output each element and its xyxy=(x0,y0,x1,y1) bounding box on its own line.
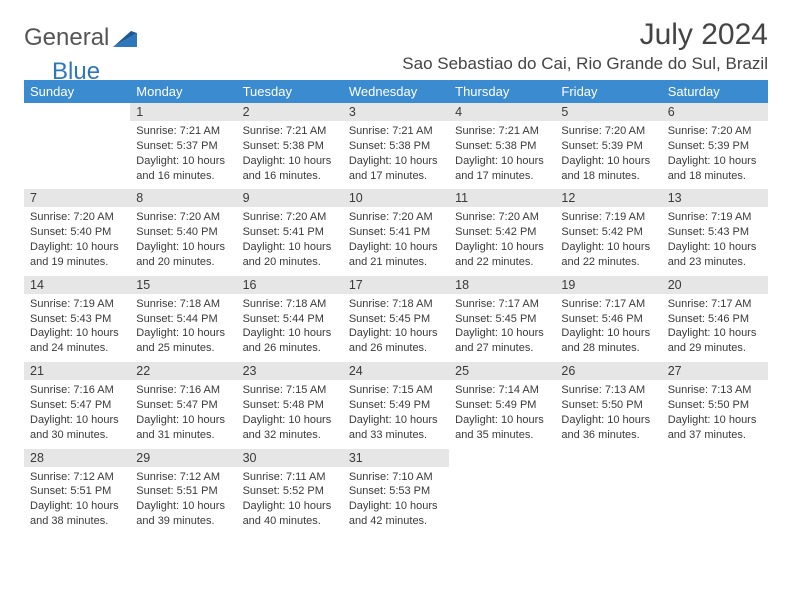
day-number-cell: 25 xyxy=(449,362,555,380)
day-number-cell: 28 xyxy=(24,449,130,467)
day-body-cell: Sunrise: 7:20 AMSunset: 5:40 PMDaylight:… xyxy=(24,207,130,275)
day-of-week-header: Tuesday xyxy=(237,80,343,103)
day-number-cell: 26 xyxy=(555,362,661,380)
day-body-cell: Sunrise: 7:13 AMSunset: 5:50 PMDaylight:… xyxy=(662,380,768,448)
day-body-cell: Sunrise: 7:14 AMSunset: 5:49 PMDaylight:… xyxy=(449,380,555,448)
day-number-cell: 30 xyxy=(237,449,343,467)
day-number-cell: 24 xyxy=(343,362,449,380)
day-number-cell: 29 xyxy=(130,449,236,467)
day-number-cell: 23 xyxy=(237,362,343,380)
day-number-cell: 16 xyxy=(237,276,343,294)
day-body-row: Sunrise: 7:21 AMSunset: 5:37 PMDaylight:… xyxy=(24,121,768,189)
day-body-cell: Sunrise: 7:10 AMSunset: 5:53 PMDaylight:… xyxy=(343,467,449,535)
day-body-row: Sunrise: 7:12 AMSunset: 5:51 PMDaylight:… xyxy=(24,467,768,535)
day-number-cell: 8 xyxy=(130,189,236,207)
day-number-cell: 13 xyxy=(662,189,768,207)
day-body-cell: Sunrise: 7:17 AMSunset: 5:46 PMDaylight:… xyxy=(662,294,768,362)
day-number-cell: 4 xyxy=(449,103,555,121)
day-body-cell: Sunrise: 7:17 AMSunset: 5:46 PMDaylight:… xyxy=(555,294,661,362)
day-number-cell: 10 xyxy=(343,189,449,207)
brand-text-blue: Blue xyxy=(52,58,100,86)
calendar-table: SundayMondayTuesdayWednesdayThursdayFrid… xyxy=(24,80,768,535)
day-number-cell xyxy=(449,449,555,467)
day-body-cell: Sunrise: 7:20 AMSunset: 5:39 PMDaylight:… xyxy=(555,121,661,189)
day-of-week-row: SundayMondayTuesdayWednesdayThursdayFrid… xyxy=(24,80,768,103)
day-body-cell xyxy=(662,467,768,535)
brand-mark-icon xyxy=(113,25,137,52)
day-body-cell: Sunrise: 7:12 AMSunset: 5:51 PMDaylight:… xyxy=(130,467,236,535)
day-number-cell: 9 xyxy=(237,189,343,207)
day-body-cell: Sunrise: 7:13 AMSunset: 5:50 PMDaylight:… xyxy=(555,380,661,448)
day-body-cell xyxy=(449,467,555,535)
day-body-cell: Sunrise: 7:12 AMSunset: 5:51 PMDaylight:… xyxy=(24,467,130,535)
day-body-cell: Sunrise: 7:18 AMSunset: 5:45 PMDaylight:… xyxy=(343,294,449,362)
day-number-row: 28293031 xyxy=(24,449,768,467)
day-number-cell: 7 xyxy=(24,189,130,207)
day-number-cell: 11 xyxy=(449,189,555,207)
day-body-row: Sunrise: 7:16 AMSunset: 5:47 PMDaylight:… xyxy=(24,380,768,448)
day-of-week-header: Thursday xyxy=(449,80,555,103)
day-number-cell: 21 xyxy=(24,362,130,380)
day-number-cell: 12 xyxy=(555,189,661,207)
brand-text-general: General xyxy=(24,24,109,52)
day-body-cell: Sunrise: 7:11 AMSunset: 5:52 PMDaylight:… xyxy=(237,467,343,535)
day-body-cell: Sunrise: 7:17 AMSunset: 5:45 PMDaylight:… xyxy=(449,294,555,362)
day-number-row: 21222324252627 xyxy=(24,362,768,380)
day-body-cell: Sunrise: 7:16 AMSunset: 5:47 PMDaylight:… xyxy=(24,380,130,448)
day-body-row: Sunrise: 7:19 AMSunset: 5:43 PMDaylight:… xyxy=(24,294,768,362)
day-of-week-header: Wednesday xyxy=(343,80,449,103)
title-block: July 2024 Sao Sebastiao do Cai, Rio Gran… xyxy=(402,18,768,74)
header: General July 2024 Sao Sebastiao do Cai, … xyxy=(24,18,768,74)
day-number-cell: 14 xyxy=(24,276,130,294)
day-body-cell: Sunrise: 7:20 AMSunset: 5:41 PMDaylight:… xyxy=(343,207,449,275)
day-body-cell xyxy=(24,121,130,189)
day-body-cell: Sunrise: 7:20 AMSunset: 5:41 PMDaylight:… xyxy=(237,207,343,275)
day-number-row: 123456 xyxy=(24,103,768,121)
day-number-cell: 31 xyxy=(343,449,449,467)
day-number-row: 14151617181920 xyxy=(24,276,768,294)
brand-logo: General xyxy=(24,18,139,52)
day-of-week-header: Friday xyxy=(555,80,661,103)
day-number-cell: 18 xyxy=(449,276,555,294)
day-number-cell: 20 xyxy=(662,276,768,294)
day-number-cell xyxy=(662,449,768,467)
day-number-cell: 22 xyxy=(130,362,236,380)
day-body-cell: Sunrise: 7:19 AMSunset: 5:43 PMDaylight:… xyxy=(662,207,768,275)
day-body-row: Sunrise: 7:20 AMSunset: 5:40 PMDaylight:… xyxy=(24,207,768,275)
day-number-cell: 3 xyxy=(343,103,449,121)
day-body-cell: Sunrise: 7:15 AMSunset: 5:49 PMDaylight:… xyxy=(343,380,449,448)
day-body-cell: Sunrise: 7:19 AMSunset: 5:43 PMDaylight:… xyxy=(24,294,130,362)
day-body-cell: Sunrise: 7:20 AMSunset: 5:42 PMDaylight:… xyxy=(449,207,555,275)
day-number-row: 78910111213 xyxy=(24,189,768,207)
day-body-cell: Sunrise: 7:18 AMSunset: 5:44 PMDaylight:… xyxy=(130,294,236,362)
day-body-cell: Sunrise: 7:20 AMSunset: 5:40 PMDaylight:… xyxy=(130,207,236,275)
day-number-cell xyxy=(24,103,130,121)
day-of-week-header: Monday xyxy=(130,80,236,103)
day-number-cell: 2 xyxy=(237,103,343,121)
day-body-cell: Sunrise: 7:18 AMSunset: 5:44 PMDaylight:… xyxy=(237,294,343,362)
day-number-cell xyxy=(555,449,661,467)
day-body-cell xyxy=(555,467,661,535)
day-number-cell: 1 xyxy=(130,103,236,121)
day-body-cell: Sunrise: 7:21 AMSunset: 5:38 PMDaylight:… xyxy=(237,121,343,189)
day-body-cell: Sunrise: 7:20 AMSunset: 5:39 PMDaylight:… xyxy=(662,121,768,189)
day-number-cell: 6 xyxy=(662,103,768,121)
day-body-cell: Sunrise: 7:21 AMSunset: 5:38 PMDaylight:… xyxy=(343,121,449,189)
day-number-cell: 27 xyxy=(662,362,768,380)
day-body-cell: Sunrise: 7:21 AMSunset: 5:37 PMDaylight:… xyxy=(130,121,236,189)
day-number-cell: 17 xyxy=(343,276,449,294)
location-subtitle: Sao Sebastiao do Cai, Rio Grande do Sul,… xyxy=(402,54,768,74)
day-body-cell: Sunrise: 7:15 AMSunset: 5:48 PMDaylight:… xyxy=(237,380,343,448)
day-number-cell: 15 xyxy=(130,276,236,294)
day-number-cell: 19 xyxy=(555,276,661,294)
day-body-cell: Sunrise: 7:16 AMSunset: 5:47 PMDaylight:… xyxy=(130,380,236,448)
month-title: July 2024 xyxy=(402,18,768,52)
day-of-week-header: Saturday xyxy=(662,80,768,103)
day-number-cell: 5 xyxy=(555,103,661,121)
day-body-cell: Sunrise: 7:19 AMSunset: 5:42 PMDaylight:… xyxy=(555,207,661,275)
day-body-cell: Sunrise: 7:21 AMSunset: 5:38 PMDaylight:… xyxy=(449,121,555,189)
